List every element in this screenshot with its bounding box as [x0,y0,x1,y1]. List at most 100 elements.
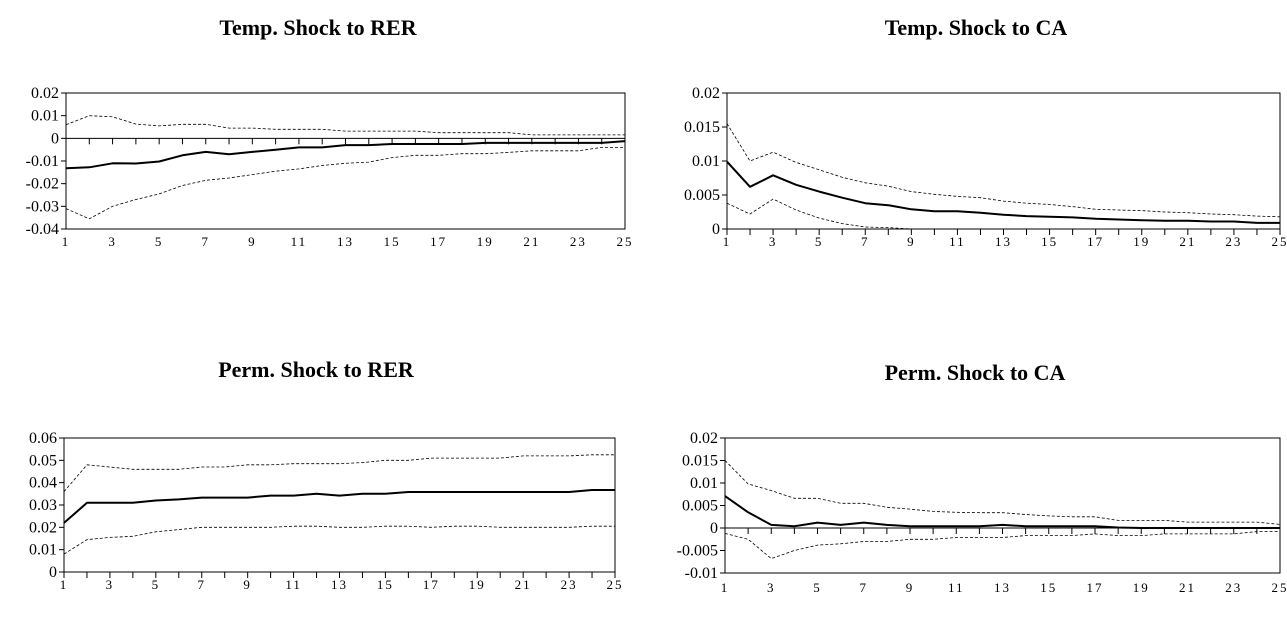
x-tick-label: 21 [523,234,540,249]
y-tick-label: 0.02 [29,519,57,536]
confidence-band-line [63,525,615,555]
y-tick-label: 0.03 [29,497,57,514]
plot-area-frame [724,437,1281,574]
y-tick-label: -0.04 [26,221,59,238]
confidence-band-line [724,460,1281,525]
x-tick-label: 9 [906,580,915,595]
x-tick-label: 19 [1133,234,1150,249]
x-tick-label: 13 [994,580,1011,595]
x-tick-label: 15 [377,577,394,592]
x-tick-label: 1 [721,580,730,595]
x-tick-label: 11 [291,234,308,249]
y-tick-label: -0.02 [26,176,59,193]
confidence-band-line [726,198,1280,230]
x-tick-label: 9 [243,577,252,592]
panel-title: Temp. Shock to RER [219,15,417,40]
y-tick-label: -0.005 [677,543,718,560]
y-tick-label: 0.06 [29,430,57,447]
x-tick-label: 3 [767,580,776,595]
x-tick-label: 15 [384,234,401,249]
impulse-response-line [726,161,1280,224]
panel-title: Perm. Shock to RER [218,357,415,382]
y-tick-label: 0 [710,520,718,537]
confidence-band-line [724,531,1280,559]
plot-area-frame [726,92,1281,230]
impulse-response-line [65,140,626,170]
y-tick-label: 0 [51,130,59,147]
panel-title: Perm. Shock to CA [885,360,1066,385]
x-tick-label: 5 [813,580,822,595]
x-tick-label: 7 [198,577,207,592]
confidence-band-line [63,454,615,492]
confidence-band-line [726,123,1281,218]
x-tick-label: 1 [723,234,732,249]
x-tick-label: 17 [423,577,440,592]
x-tick-label: 3 [769,234,778,249]
x-tick-label: 23 [1225,234,1242,249]
y-tick-label: 0.04 [29,475,57,492]
x-tick-label: 13 [995,234,1012,249]
x-tick-label: 1 [60,577,69,592]
plot-area-frame [63,437,616,573]
plot-area-frame [65,92,626,230]
x-tick-label: 25 [617,234,634,249]
x-tick-label: 15 [1040,580,1057,595]
y-tick-label: 0.01 [692,153,720,170]
confidence-band-line [65,115,625,136]
x-tick-label: 23 [561,577,578,592]
x-tick-label: 9 [248,234,257,249]
x-tick-label: 23 [1225,580,1242,595]
y-tick-label: 0.015 [684,119,720,136]
panel-perm-shock-rer: Perm. Shock to RER 0 0.01 0.02 0.03 0.04 0.05… [29,357,624,592]
x-tick-label: 13 [331,577,348,592]
x-tick-label: 17 [1087,580,1104,595]
x-tick-label: 25 [607,577,624,592]
x-tick-label: 15 [1041,234,1058,249]
impulse-response-line [724,495,1280,529]
x-tick-label: 23 [570,234,587,249]
panel-title: Temp. Shock to CA [885,15,1068,40]
x-tick-label: 3 [108,234,117,249]
y-tick-label: 0.05 [29,452,57,469]
y-tick-label: -0.03 [26,198,59,215]
x-tick-label: 21 [1179,580,1196,595]
x-tick-label: 25 [1272,234,1287,249]
x-tick-label: 7 [860,580,869,595]
y-tick-label: 0.02 [692,85,720,102]
y-tick-label: 0.005 [684,187,720,204]
x-tick-label: 5 [155,234,164,249]
x-tick-label: 11 [948,580,965,595]
confidence-band-line [65,146,625,220]
x-tick-label: 17 [1087,234,1104,249]
x-tick-label: 7 [202,234,211,249]
x-tick-label: 17 [430,234,447,249]
x-tick-label: 5 [815,234,824,249]
x-tick-label: 3 [106,577,115,592]
panel-perm-shock-ca: Perm. Shock to CA -0.01 -0.005 0 0.005 0.01 0… [677,360,1287,595]
y-tick-label: -0.01 [685,565,718,582]
x-tick-label: 21 [515,577,532,592]
x-tick-label: 25 [1272,580,1287,595]
x-tick-label: 19 [477,234,494,249]
y-tick-label: 0.005 [682,498,718,515]
x-tick-label: 11 [285,577,302,592]
x-tick-label: 1 [62,234,71,249]
x-tick-label: 11 [949,234,966,249]
x-tick-label: 7 [861,234,870,249]
y-tick-label: 0.02 [690,430,718,447]
x-tick-label: 5 [152,577,161,592]
impulse-response-line [63,489,615,524]
x-tick-label: 19 [469,577,486,592]
y-tick-label: 0.01 [31,108,59,125]
x-tick-label: 21 [1179,234,1196,249]
y-tick-label: 0.015 [682,453,718,470]
x-tick-label: 19 [1133,580,1150,595]
y-tick-label: 0.01 [690,475,718,492]
y-tick-label: 0.01 [29,542,57,559]
y-tick-label: 0.02 [31,85,59,102]
y-tick-label: 0 [49,564,57,581]
x-tick-label: 13 [337,234,354,249]
y-tick-label: 0 [712,221,720,238]
